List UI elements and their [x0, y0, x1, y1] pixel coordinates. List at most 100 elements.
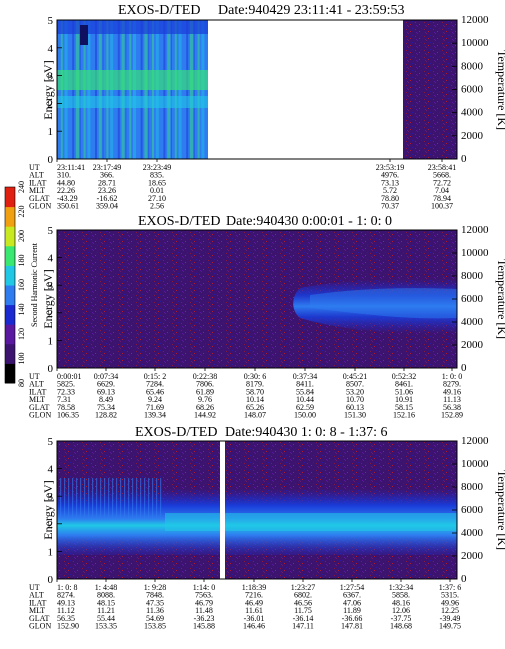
ephemeris-row-label: GLON [29, 411, 51, 420]
ytick-label: 4 [48, 464, 54, 476]
ephemeris-value: 151.30 [344, 411, 366, 420]
ephemeris-value: 10.14 [246, 395, 264, 404]
ephemeris-value: 1:27:54 [340, 583, 364, 592]
ephemeris-value: 4976. [381, 171, 399, 180]
colorbar-tick-label: 180 [17, 255, 26, 267]
ephemeris-value: 44.80 [57, 178, 75, 187]
panel-3-cyan-core [165, 513, 457, 531]
ephemeris-value: 69.13 [97, 387, 115, 396]
ephemeris-value: 153.35 [95, 622, 117, 631]
y2tick-label: 2000 [461, 130, 484, 142]
panel-3-stripe [84, 478, 86, 518]
y2tick-label: 12000 [461, 224, 489, 236]
ephemeris-value: 1: 0: 8 [57, 583, 77, 592]
panel-3-stripe [80, 478, 82, 518]
panel-1-axes: 0 1 2 3 4 5 0 2000 4000 6000 8000 10000 12000 [48, 14, 490, 166]
colorbar-cell [5, 363, 15, 384]
ephemeris-value: 53.20 [346, 387, 364, 396]
colorbar-cell [5, 324, 15, 345]
ephemeris-value: 78.80 [381, 194, 399, 203]
y2tick-label: 0 [461, 573, 467, 585]
panel-3-stripe [76, 478, 78, 518]
ytick-label: 2 [48, 519, 54, 531]
ephemeris-value: 71.69 [146, 403, 164, 412]
colorbar-tick-label: 220 [17, 206, 26, 218]
ephemeris-value: 23:58:41 [428, 163, 456, 172]
panel-2-plot-area [57, 230, 457, 368]
panel-3-stripe [160, 478, 162, 518]
ephemeris-value: 1:14: 0 [193, 583, 215, 592]
y2tick-label: 6000 [461, 84, 484, 96]
ephemeris-value: 61.89 [196, 387, 214, 396]
ephemeris-row-label: GLAT [29, 194, 50, 203]
ephemeris-value: 11.89 [343, 606, 361, 615]
panel-3-stripe [148, 478, 150, 518]
y2tick-label: 4000 [461, 527, 484, 539]
ephemeris-value: -16.62 [97, 194, 118, 203]
ephemeris-value: 10.44 [296, 395, 314, 404]
ephemeris-value: 153.85 [144, 622, 166, 631]
ephemeris-row-label: MLT [29, 395, 45, 404]
ephemeris-value: -36.66 [342, 614, 363, 623]
panel-3-y2label: Temperature [K] [495, 470, 505, 550]
ephemeris-value: -36.23 [194, 614, 215, 623]
panel-3-stripe [64, 478, 66, 518]
colorbar-frame [4, 186, 16, 384]
ephemeris-value: 62.59 [296, 403, 314, 412]
panel-2-ylabel: Energy [eV] [41, 269, 55, 328]
colorbar-cells [5, 187, 15, 384]
panel-3-stripe [108, 478, 110, 518]
ephemeris-row-label: ALT [29, 380, 44, 389]
ephemeris-value: 11.61 [245, 606, 263, 615]
panel-1-green-band [57, 70, 208, 90]
ephemeris-value: -39.49 [440, 614, 461, 623]
panel-3: EXOS-D/TED Date:940430 1: 0: 8 - 1:37: 6… [29, 425, 505, 631]
ephemeris-value: 1:37: 6 [439, 583, 461, 592]
ephemeris-value: 1: 0: 0 [442, 372, 462, 381]
ephemeris-row-label: UT [29, 583, 40, 592]
ytick-label: 3 [48, 280, 54, 292]
ephemeris-value: 0:07:34 [94, 372, 118, 381]
colorbar-label: Second Harmonic Current [30, 242, 39, 327]
ephemeris-value: 55.84 [296, 387, 314, 396]
colorbar-cell [5, 285, 15, 306]
panel-3-stripe [96, 478, 98, 518]
ephemeris-value: 23.26 [98, 186, 116, 195]
panel-3-stripe [116, 478, 118, 518]
ephemeris-value: 148.07 [244, 411, 266, 420]
ephemeris-row-label: ILAT [29, 178, 46, 187]
ephemeris-row-label: MLT [29, 606, 45, 615]
y2tick-label: 6000 [461, 504, 484, 516]
ephemeris-value: 78.58 [57, 403, 75, 412]
panel-1: EXOS-D/TED Date:940429 23:11:41 - 23:59:… [29, 3, 505, 211]
ephemeris-value: 23:17:49 [93, 163, 121, 172]
ytick-label: 5 [48, 225, 54, 237]
ephemeris-value: 47.06 [343, 598, 361, 607]
ephemeris-value: 72.72 [433, 178, 451, 187]
ephemeris-value: 65.26 [246, 403, 264, 412]
ephemeris-value: 58.70 [246, 387, 264, 396]
ytick-label: 0 [48, 574, 54, 586]
colorbar-cell [5, 304, 15, 325]
ytick-label: 3 [48, 491, 54, 503]
ephemeris-value: 11.12 [57, 606, 75, 615]
panel-3-stripe [152, 478, 154, 518]
ephemeris-value: 9.24 [148, 395, 162, 404]
ephemeris-value: 152.89 [441, 411, 463, 420]
ephemeris-value: 0:30: 6 [244, 372, 266, 381]
ephemeris-row-label: GLON [29, 622, 51, 631]
colorbar-cell [5, 265, 15, 286]
panel-2-y2label: Temperature [K] [495, 259, 505, 339]
panel-1-top-band [57, 20, 208, 34]
panel-3-stripe [144, 478, 146, 518]
ephemeris-value: 28.71 [98, 178, 116, 187]
ephemeris-value: 7848. [146, 591, 164, 600]
y2tick-label: 8000 [461, 60, 484, 72]
ephemeris-row-label: GLON [29, 202, 51, 211]
ephemeris-value: 152.90 [57, 622, 79, 631]
panel-3-stripes [60, 478, 162, 518]
ephemeris-row-label: MLT [29, 186, 45, 195]
ephemeris-value: 1:18:39 [242, 583, 266, 592]
